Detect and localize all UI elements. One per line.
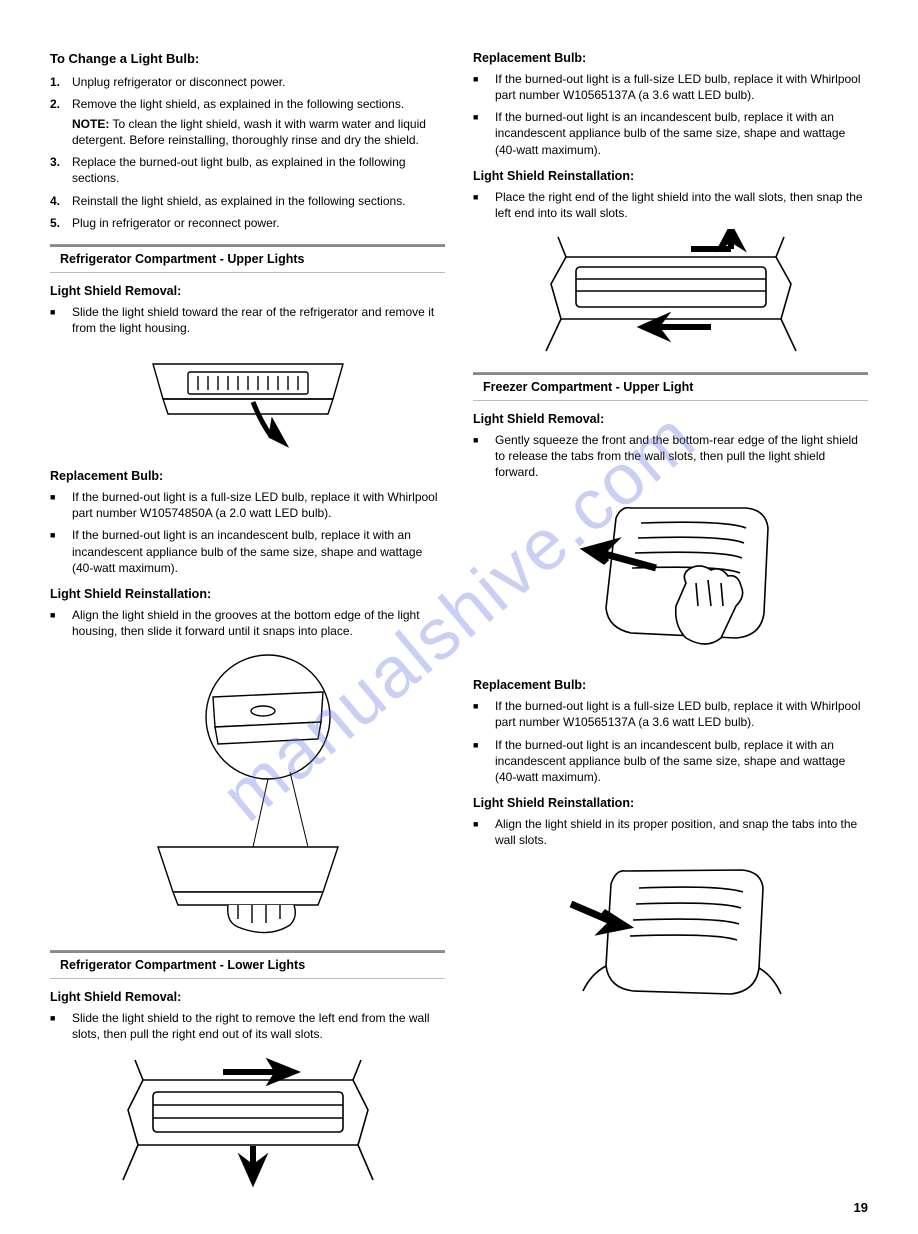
item-text: If the burned-out light is a full-size L…: [72, 489, 445, 521]
reinstall-list: ■Align the light shield in the grooves a…: [50, 607, 445, 639]
replacement-list: ■If the burned-out light is a full-size …: [50, 489, 445, 576]
reinstall-heading-r: Light Shield Reinstallation:: [473, 168, 868, 185]
step-text: Replace the burned-out light bulb, as ex…: [72, 154, 445, 186]
list-item: ■If the burned-out light is a full-size …: [473, 71, 868, 103]
step-number: 3.: [50, 154, 72, 186]
step-1: 1. Unplug refrigerator or disconnect pow…: [50, 74, 445, 90]
item-text: Gently squeeze the front and the bottom-…: [495, 432, 868, 481]
item-text: Place the right end of the light shield …: [495, 189, 868, 221]
replacement-list-r: ■If the burned-out light is a full-size …: [473, 71, 868, 158]
step-5: 5. Plug in refrigerator or reconnect pow…: [50, 215, 445, 231]
removal-heading-c: Light Shield Removal:: [473, 411, 868, 428]
bullet-icon: ■: [50, 489, 72, 521]
step-number: 5.: [50, 215, 72, 231]
item-text: If the burned-out light is an incandesce…: [495, 737, 868, 786]
item-text: If the burned-out light is an incandesce…: [495, 109, 868, 158]
list-item: ■Place the right end of the light shield…: [473, 189, 868, 221]
step-text: Plug in refrigerator or reconnect power.: [72, 215, 445, 231]
step-2: 2. Remove the light shield, as explained…: [50, 96, 445, 149]
list-item: ■Slide the light shield to the right to …: [50, 1010, 445, 1042]
reinstall-list-c: ■Align the light shield in its proper po…: [473, 816, 868, 848]
list-item: ■Align the light shield in the grooves a…: [50, 607, 445, 639]
step-4: 4. Reinstall the light shield, as explai…: [50, 193, 445, 209]
bullet-icon: ■: [50, 607, 72, 639]
list-item: ■If the burned-out light is an incandesc…: [473, 737, 868, 786]
list-item: ■If the burned-out light is an incandesc…: [50, 527, 445, 576]
reinstall-list-r: ■Place the right end of the light shield…: [473, 189, 868, 221]
step-text: Remove the light shield, as explained in…: [72, 96, 445, 149]
item-text: Slide the light shield to the right to r…: [72, 1010, 445, 1042]
bullet-icon: ■: [50, 304, 72, 336]
step-2-main: Remove the light shield, as explained in…: [72, 97, 404, 111]
removal-list: ■Slide the light shield toward the rear …: [50, 304, 445, 336]
freezer-reinstall-figure: [473, 856, 868, 1006]
item-text: If the burned-out light is an incandesce…: [72, 527, 445, 576]
step-3: 3. Replace the burned-out light bulb, as…: [50, 154, 445, 186]
refrig-upper-band: Refrigerator Compartment - Upper Lights: [50, 245, 445, 273]
removal-list-b: ■Slide the light shield to the right to …: [50, 1010, 445, 1042]
list-item: ■Gently squeeze the front and the bottom…: [473, 432, 868, 481]
step-number: 2.: [50, 96, 72, 149]
list-item: ■Align the light shield in its proper po…: [473, 816, 868, 848]
bullet-icon: ■: [473, 737, 495, 786]
list-item: ■Slide the light shield toward the rear …: [50, 304, 445, 336]
reinstall-figure: [50, 647, 445, 937]
replacement-list-c: ■If the burned-out light is a full-size …: [473, 698, 868, 785]
right-shield-figure: [473, 229, 868, 359]
bullet-icon: ■: [50, 527, 72, 576]
left-column: To Change a Light Bulb: 1. Unplug refrig…: [50, 50, 445, 1204]
reinstall-heading-c: Light Shield Reinstallation:: [473, 795, 868, 812]
bullet-icon: ■: [50, 1010, 72, 1042]
upper-shield-figure: [50, 344, 445, 454]
step-2-note: NOTE: To clean the light shield, wash it…: [72, 116, 445, 148]
bullet-icon: ■: [473, 71, 495, 103]
right-column: Replacement Bulb: ■If the burned-out lig…: [473, 50, 868, 1204]
item-text: Align the light shield in its proper pos…: [495, 816, 868, 848]
bullet-icon: ■: [473, 698, 495, 730]
removal-list-c: ■Gently squeeze the front and the bottom…: [473, 432, 868, 481]
page-number: 19: [854, 1199, 868, 1217]
item-text: If the burned-out light is a full-size L…: [495, 71, 868, 103]
list-item: ■If the burned-out light is a full-size …: [50, 489, 445, 521]
change-bulb-steps: 1. Unplug refrigerator or disconnect pow…: [50, 74, 445, 232]
lower-shield-figure: [50, 1050, 445, 1190]
bullet-icon: ■: [473, 816, 495, 848]
freezer-removal-figure: [473, 488, 868, 663]
bullet-icon: ■: [473, 189, 495, 221]
removal-heading: Light Shield Removal:: [50, 283, 445, 300]
bullet-icon: ■: [473, 432, 495, 481]
item-text: Align the light shield in the grooves at…: [72, 607, 445, 639]
list-item: ■If the burned-out light is a full-size …: [473, 698, 868, 730]
list-item: ■If the burned-out light is an incandesc…: [473, 109, 868, 158]
item-text: Slide the light shield toward the rear o…: [72, 304, 445, 336]
refrig-lower-band: Refrigerator Compartment - Lower Lights: [50, 951, 445, 979]
bullet-icon: ■: [473, 109, 495, 158]
item-text: If the burned-out light is a full-size L…: [495, 698, 868, 730]
reinstall-heading: Light Shield Reinstallation:: [50, 586, 445, 603]
change-bulb-heading: To Change a Light Bulb:: [50, 50, 445, 68]
removal-heading-b: Light Shield Removal:: [50, 989, 445, 1006]
step-number: 1.: [50, 74, 72, 90]
replacement-heading-c: Replacement Bulb:: [473, 677, 868, 694]
note-text: To clean the light shield, wash it with …: [72, 117, 426, 147]
freezer-band: Freezer Compartment - Upper Light: [473, 373, 868, 401]
note-label: NOTE:: [72, 117, 109, 131]
two-column-layout: To Change a Light Bulb: 1. Unplug refrig…: [50, 50, 868, 1204]
replacement-heading-r: Replacement Bulb:: [473, 50, 868, 67]
replacement-heading: Replacement Bulb:: [50, 468, 445, 485]
step-text: Reinstall the light shield, as explained…: [72, 193, 445, 209]
step-text: Unplug refrigerator or disconnect power.: [72, 74, 445, 90]
step-number: 4.: [50, 193, 72, 209]
